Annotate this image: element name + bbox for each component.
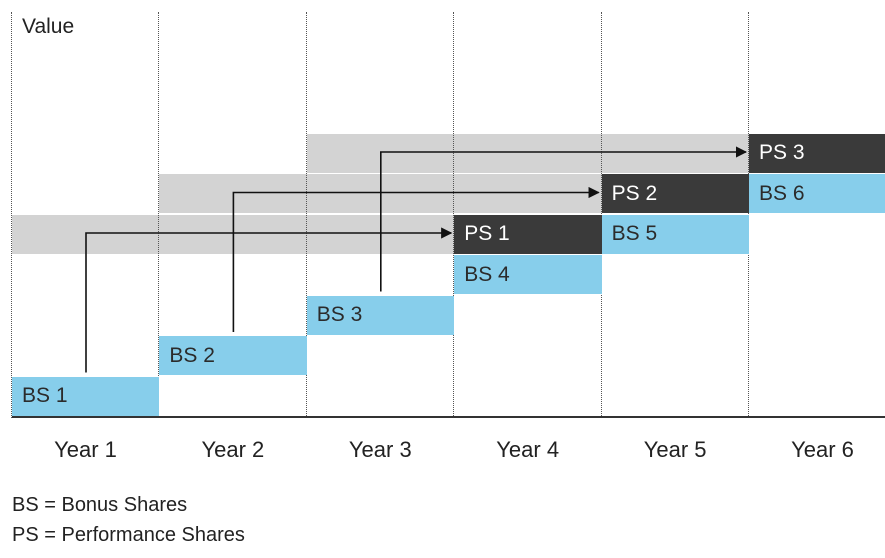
gridline-year-1 [11, 12, 12, 418]
performance-share-box-1: PS 1 [454, 214, 602, 254]
bonus-share-box-3: BS 3 [306, 295, 455, 335]
conversion-arrow-3 [380, 146, 748, 292]
year-label-6: Year 6 [791, 437, 854, 462]
bonus-share-box-4: BS 4 [454, 255, 602, 294]
bonus-share-box-6: BS 6 [749, 174, 885, 213]
x-axis-line [12, 416, 885, 418]
gridline-year-2 [158, 12, 160, 418]
conversion-arrow-1 [85, 227, 453, 373]
legend-performance-shares: PS = Performance Shares [12, 524, 245, 546]
year-label-5: Year 5 [643, 437, 707, 462]
year-label-4: Year 4 [496, 437, 560, 462]
y-axis-label: Value [22, 15, 75, 38]
year-label-1: Year 1 [54, 437, 117, 462]
performance-share-box-3: PS 3 [749, 133, 885, 173]
legend-bonus-shares: BS = Bonus Shares [12, 494, 188, 516]
bonus-share-box-2: BS 2 [159, 336, 307, 375]
gridline-year-3 [305, 12, 307, 418]
year-label-2: Year 2 [201, 437, 265, 462]
bonus-share-box-1: BS 1 [12, 376, 160, 416]
bonus-share-box-5: BS 5 [601, 214, 749, 254]
conversion-arrow-2 [232, 186, 600, 332]
performance-share-box-2: PS 2 [601, 174, 749, 213]
gridline-year-4 [453, 12, 455, 418]
year-label-3: Year 3 [348, 437, 412, 462]
